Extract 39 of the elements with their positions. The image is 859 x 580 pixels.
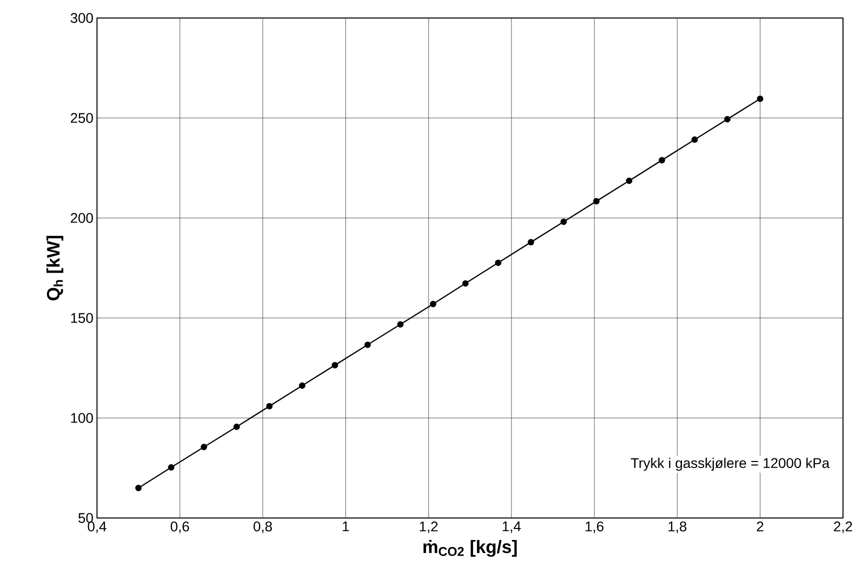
y-tick-label: 100 [71, 413, 93, 423]
x-tick-label: 1 [342, 522, 349, 532]
y-tick-label: 250 [70, 113, 93, 123]
x-tick-label: 1,6 [586, 522, 604, 534]
point [691, 136, 698, 143]
point [397, 321, 404, 328]
x-tick-label: 1,2 [420, 522, 438, 534]
point [233, 424, 240, 430]
x-tick-label: 2 [756, 522, 764, 532]
x-tick-label: 0,4 [88, 522, 106, 534]
y-tick-label: 50 [78, 513, 93, 523]
point [332, 362, 338, 368]
y-tick-label: 150 [71, 313, 93, 323]
point [364, 342, 371, 348]
point [560, 218, 567, 225]
point [298, 382, 306, 389]
point [494, 260, 502, 266]
annotation: Trykk i gasskjølere = 12000 kPa [630, 458, 830, 471]
y-tick-label: 200 [70, 213, 93, 223]
point [626, 178, 632, 184]
point [430, 300, 436, 308]
x-tick-label: 1,8 [668, 522, 686, 534]
point [724, 116, 731, 122]
point [168, 464, 174, 471]
y-tick-label: 300 [70, 13, 93, 23]
point [135, 484, 142, 492]
y-axis-title: Q$_{h}$ [kW] [46, 236, 64, 300]
point [528, 238, 534, 246]
point [200, 444, 208, 450]
x-tick-label: 1,4 [502, 522, 521, 533]
point [266, 402, 273, 410]
x-tick-label: 0,6 [170, 522, 190, 534]
x-tick-label: 0,8 [254, 522, 272, 534]
point [593, 198, 600, 204]
x-tick-label: 2,2 [834, 522, 852, 534]
point [658, 156, 666, 164]
point [462, 280, 469, 287]
x-axis-title: ṁ$_{CO2}$ [kg/s] [423, 540, 517, 557]
point [756, 96, 764, 102]
